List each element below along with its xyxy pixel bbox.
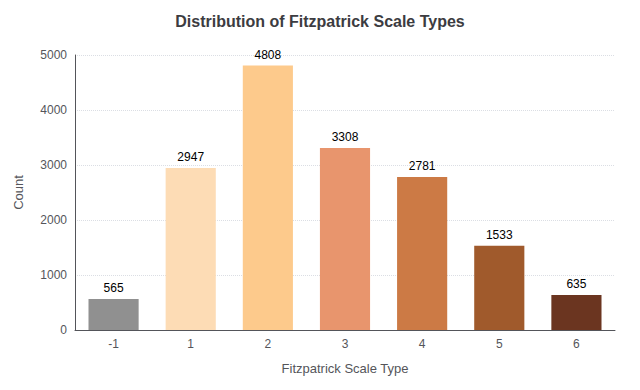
svg-text:635: 635 [566,277,586,291]
svg-text:1000: 1000 [40,268,67,282]
svg-text:4: 4 [419,337,426,351]
svg-text:4808: 4808 [255,48,282,62]
svg-text:5000: 5000 [40,48,67,62]
svg-text:1533: 1533 [486,228,513,242]
svg-text:3000: 3000 [40,158,67,172]
svg-text:2: 2 [265,337,272,351]
svg-text:Fitzpatrick Scale Type: Fitzpatrick Scale Type [282,361,409,376]
svg-text:2947: 2947 [177,150,204,164]
svg-text:2781: 2781 [409,159,436,173]
svg-text:1: 1 [187,337,194,351]
svg-text:-1: -1 [108,337,119,351]
svg-text:2000: 2000 [40,213,67,227]
svg-text:3308: 3308 [332,130,359,144]
svg-text:6: 6 [573,337,580,351]
svg-text:3: 3 [342,337,349,351]
svg-text:565: 565 [104,281,124,295]
svg-text:0: 0 [60,323,67,337]
svg-text:Distribution of Fitzpatrick Sc: Distribution of Fitzpatrick Scale Types [175,13,465,30]
svg-text:5: 5 [496,337,503,351]
svg-text:4000: 4000 [40,103,67,117]
svg-text:Count: Count [11,175,26,210]
